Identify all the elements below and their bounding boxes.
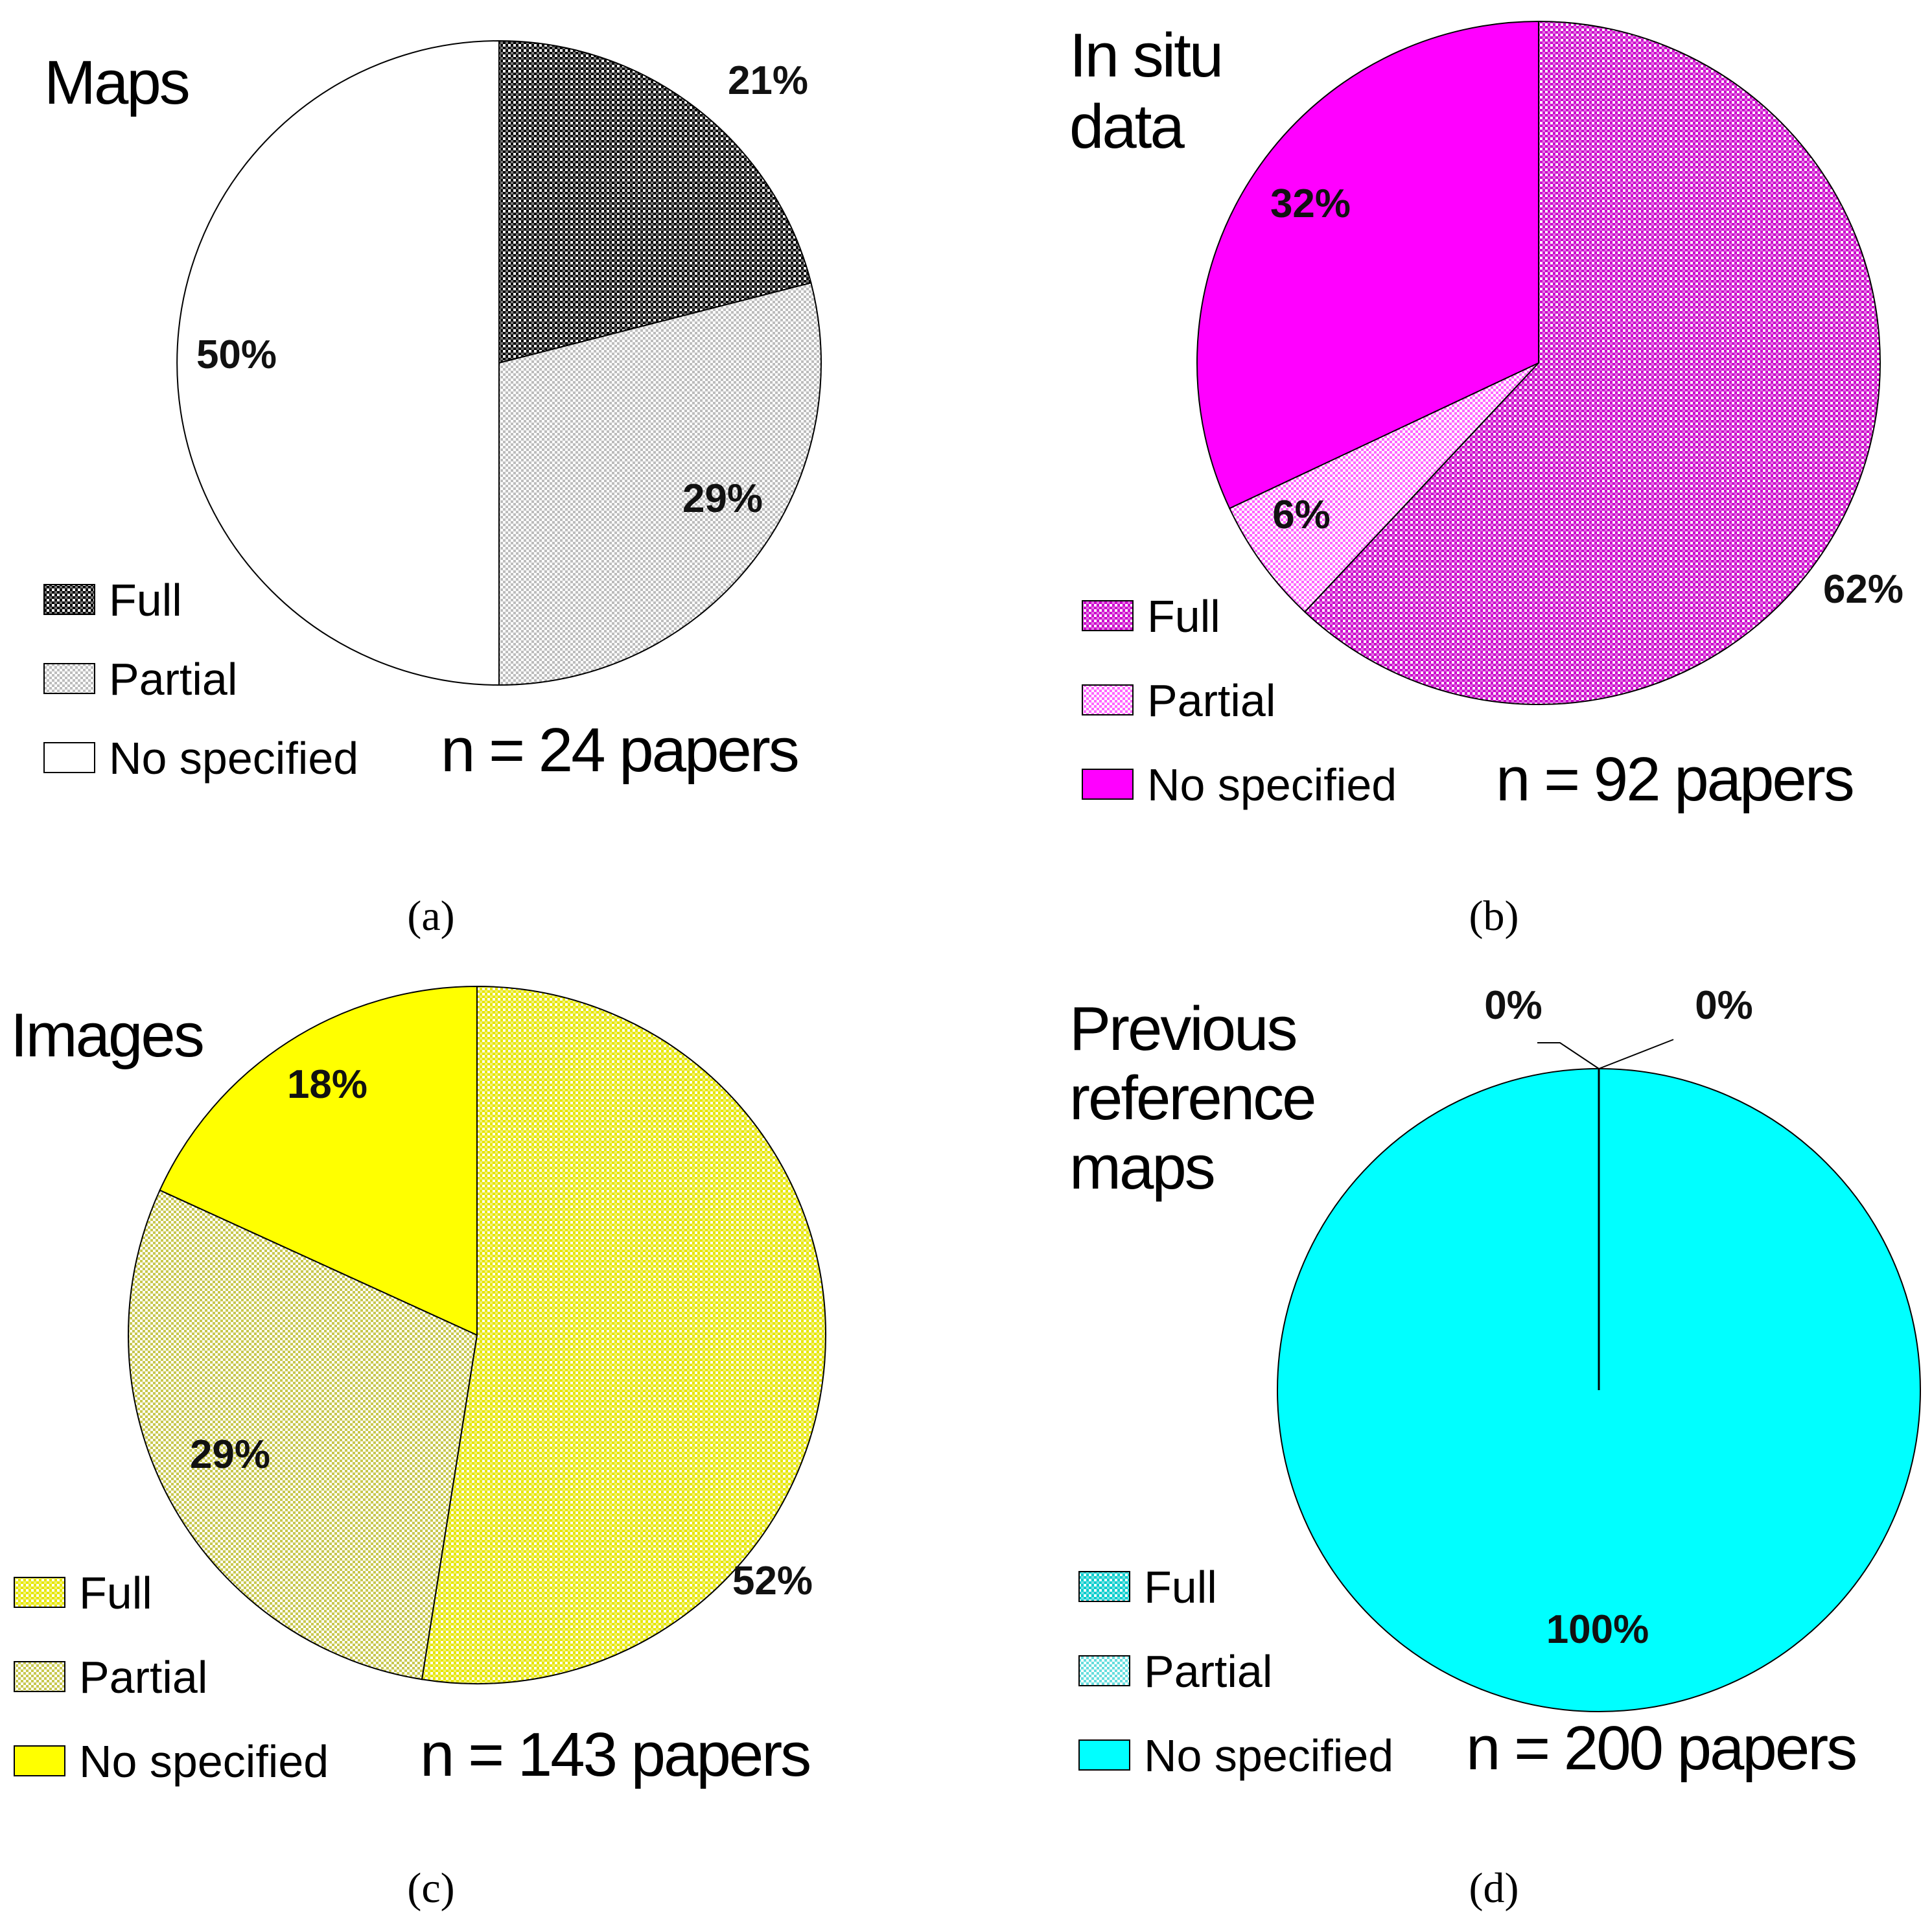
- pie-slice-full: [1303, 20, 1881, 705]
- panel-title: Images: [10, 1001, 203, 1070]
- pie-chart: 0% 0% 100%: [1277, 983, 1921, 1712]
- data-label: 29%: [190, 1432, 270, 1477]
- panel-a: Maps 21% 29% 50% Full Partial No specified n…: [43, 40, 822, 940]
- pie-slice-partial: [1228, 362, 1539, 613]
- legend-label: Full: [1144, 1562, 1217, 1612]
- legend: Full Partial No specified: [43, 575, 358, 784]
- legend-label: No specified: [1147, 760, 1397, 810]
- legend-swatch: [43, 742, 95, 773]
- panel-title: In situ: [1069, 21, 1222, 90]
- panel-caption: (b): [1469, 892, 1519, 940]
- data-label: 6%: [1272, 493, 1331, 537]
- data-label: 52%: [732, 1559, 813, 1603]
- legend-swatch: [14, 1661, 65, 1692]
- legend-swatch: [1078, 1739, 1130, 1771]
- pie-chart: 52% 29% 18%: [128, 985, 826, 1684]
- legend-item: Full: [1078, 1562, 1217, 1612]
- panel-d: Previous reference maps 0% 0% 100% Full Par…: [1069, 983, 1921, 1912]
- pie-chart: 21% 29% 50%: [176, 40, 822, 686]
- panel-title: maps: [1069, 1133, 1214, 1202]
- data-label: 62%: [1823, 567, 1903, 612]
- pie-slice-partial: [498, 282, 822, 686]
- sample-size-label: n = 143 papers: [420, 1720, 809, 1789]
- legend-swatch: [1082, 600, 1134, 631]
- legend-label: No specified: [109, 733, 358, 784]
- leader-line: [1537, 1042, 1600, 1069]
- data-label: 18%: [287, 1062, 367, 1107]
- legend-item: Partial: [1078, 1646, 1272, 1697]
- legend-label: Full: [109, 575, 182, 625]
- panel-title: reference: [1069, 1064, 1315, 1133]
- legend-label: Partial: [79, 1652, 207, 1703]
- legend-item: Full: [43, 575, 182, 625]
- legend-item: No specified: [1082, 760, 1397, 810]
- pie-slice-no-specified: [159, 985, 478, 1336]
- legend-label: Partial: [1144, 1646, 1272, 1697]
- legend-swatch: [43, 663, 95, 694]
- legend-item: No specified: [43, 733, 358, 784]
- panel-caption: (d): [1469, 1865, 1519, 1912]
- legend-label: No specified: [1144, 1730, 1393, 1781]
- sample-size-label: n = 92 papers: [1496, 745, 1853, 814]
- panel-b: In situ data 62% 6% 32% Full Partial No spec…: [1069, 20, 1903, 940]
- data-label: 29%: [682, 476, 763, 521]
- legend-item: Full: [1082, 591, 1220, 642]
- pie-slice-full: [421, 985, 826, 1684]
- legend-label: Partial: [109, 654, 237, 704]
- legend-item: Partial: [43, 654, 237, 704]
- panel-c: Images 52% 29% 18% Full Partial No specified…: [10, 985, 826, 1912]
- legend-item: No specified: [1078, 1730, 1393, 1781]
- panel-caption: (a): [407, 892, 454, 940]
- legend: Full Partial No specified: [14, 1568, 329, 1787]
- sample-size-label: n = 200 papers: [1466, 1714, 1856, 1783]
- legend-label: Full: [79, 1568, 152, 1618]
- data-label: 0%: [1695, 983, 1753, 1028]
- legend: Full Partial No specified: [1082, 591, 1397, 810]
- pie-slice-no-specified: [1196, 20, 1539, 509]
- legend-swatch: [43, 584, 95, 615]
- legend-item: No specified: [14, 1736, 329, 1787]
- legend-swatch: [14, 1577, 65, 1608]
- pie-slice-no-specified: [176, 40, 500, 686]
- data-label: 32%: [1270, 181, 1351, 226]
- leader-line: [1598, 1039, 1674, 1069]
- legend-swatch: [1078, 1571, 1130, 1602]
- panel-caption: (c): [407, 1865, 454, 1912]
- legend-item: Partial: [14, 1652, 207, 1703]
- legend-swatch: [1082, 684, 1134, 715]
- data-label: 21%: [728, 58, 808, 103]
- legend-swatch: [1078, 1655, 1130, 1686]
- legend-swatch: [1082, 769, 1134, 800]
- panel-title: Previous: [1069, 994, 1296, 1064]
- legend: Full Partial No specified: [1078, 1562, 1393, 1781]
- pie-chart: 62% 6% 32%: [1196, 20, 1903, 705]
- legend-label: Partial: [1147, 675, 1275, 726]
- legend-label: No specified: [79, 1736, 329, 1787]
- data-label: 0%: [1484, 983, 1542, 1028]
- legend-item: Full: [14, 1568, 152, 1618]
- data-label: 50%: [196, 332, 277, 377]
- pie-slice-partial: [128, 1189, 478, 1680]
- panel-title: Maps: [44, 48, 189, 117]
- legend-label: Full: [1147, 591, 1220, 642]
- panel-title: data: [1069, 92, 1185, 161]
- data-label: 100%: [1546, 1607, 1649, 1652]
- legend-swatch: [14, 1745, 65, 1776]
- sample-size-label: n = 24 papers: [441, 715, 798, 785]
- pie-slice-full: [498, 40, 812, 364]
- legend-item: Partial: [1082, 675, 1275, 726]
